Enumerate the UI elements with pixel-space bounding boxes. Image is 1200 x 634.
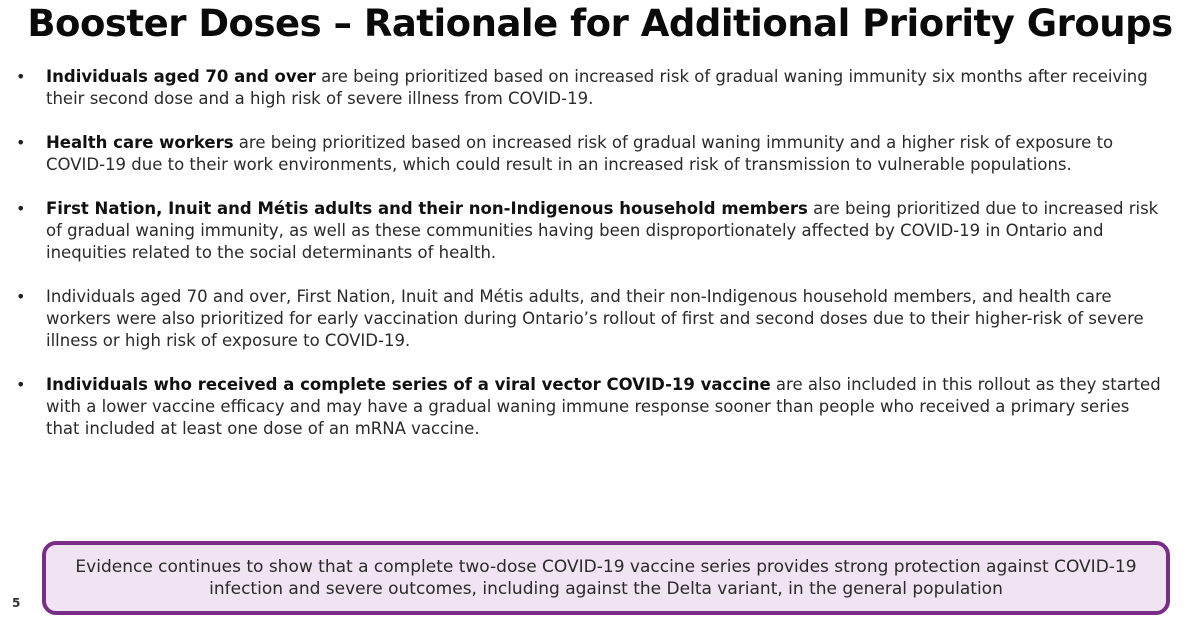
bullet-heading: First Nation, Inuit and Métis adults and… (46, 199, 808, 218)
bullet-text: are being prioritized due to increased r… (46, 199, 1159, 262)
bullet-list: • Individuals aged 70 and over are being … (14, 66, 1164, 462)
bullet-item-indigenous-adults: • First Nation, Inuit and Métis adults an… (14, 198, 1164, 264)
bullet-dot-icon: • (16, 375, 26, 394)
bullet-text: are being prioritized based on increased… (46, 133, 1114, 174)
bullet-dot-icon: • (16, 199, 26, 218)
bullet-item-health-care-workers: • Health care workers are being prioritiz… (14, 132, 1164, 176)
bullet-text: are being prioritized based on increased… (46, 67, 1148, 108)
bullet-dot-icon: • (16, 67, 26, 86)
evidence-callout-text: Evidence continues to show that a comple… (75, 557, 1137, 599)
page-number: 5 (12, 596, 21, 610)
bullet-item-age-70: • Individuals aged 70 and over are being … (14, 66, 1164, 110)
evidence-callout-box: Evidence continues to show that a comple… (42, 541, 1170, 615)
bullet-heading: Health care workers (46, 133, 234, 152)
bullet-text: are also included in this rollout as the… (46, 375, 1161, 438)
bullet-dot-icon: • (16, 287, 26, 306)
bullet-text: Individuals aged 70 and over, First Nati… (46, 287, 1144, 350)
bullet-item-viral-vector: • Individuals who received a complete ser… (14, 374, 1164, 440)
bullet-heading: Individuals who received a complete seri… (46, 375, 771, 394)
bullet-item-early-vaccination: • Individuals aged 70 and over, First Nat… (14, 286, 1164, 352)
bullet-dot-icon: • (16, 133, 26, 152)
bullet-heading: Individuals aged 70 and over (46, 67, 316, 86)
slide-title: Booster Doses – Rationale for Additional… (27, 2, 1173, 45)
